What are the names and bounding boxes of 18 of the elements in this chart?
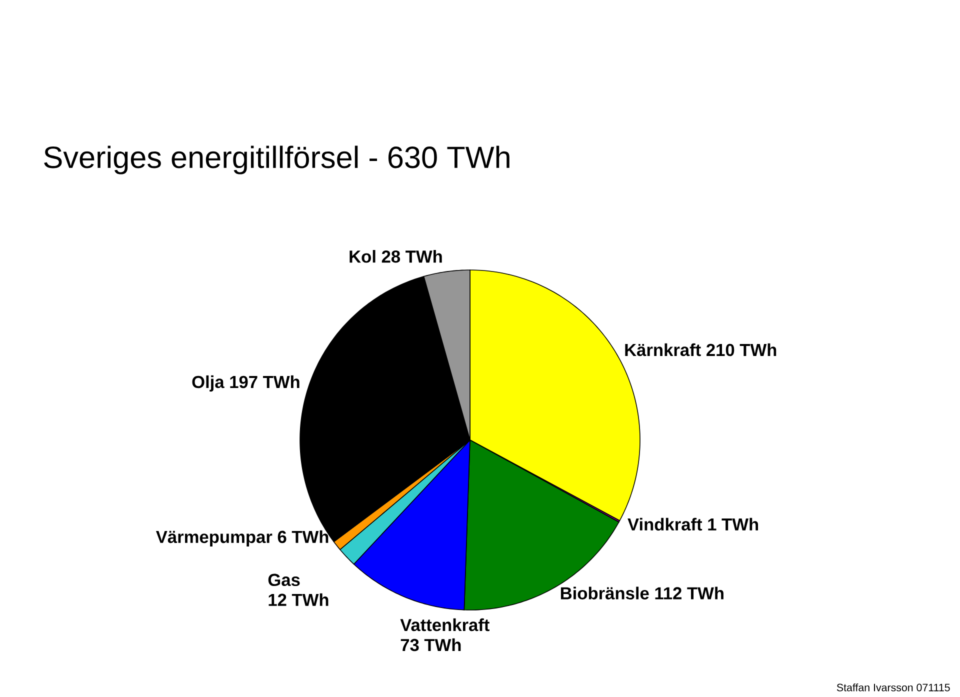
chart-title: Sveriges energitillförsel - 630 TWh: [44, 146, 510, 174]
slice-label: Vindkraft: [628, 518, 702, 531]
slice-label: Kol: [350, 250, 376, 263]
data-label: 12 TWh: [268, 593, 328, 606]
data-label: 28 TWh: [382, 250, 442, 263]
slice-label: Kärnkraft: [625, 343, 701, 356]
slice-label: Gas: [268, 574, 300, 586]
slice-label: Vattenkraft: [400, 618, 490, 632]
data-label: 210 TWh: [706, 343, 776, 356]
data-label: 73 TWh: [400, 638, 461, 652]
slice-label: Olja: [192, 375, 224, 392]
text: Staffan Ivarsson 071115: [836, 683, 950, 692]
data-label: 112 TWh: [655, 586, 724, 600]
data-label: 1 TWh: [708, 518, 758, 530]
slice-label: Biobränsle: [560, 586, 649, 600]
data-label: 197 TWh: [230, 375, 300, 388]
slice-label: Värmepumpar: [156, 530, 272, 547]
data-label: 6 TWh: [278, 530, 328, 544]
